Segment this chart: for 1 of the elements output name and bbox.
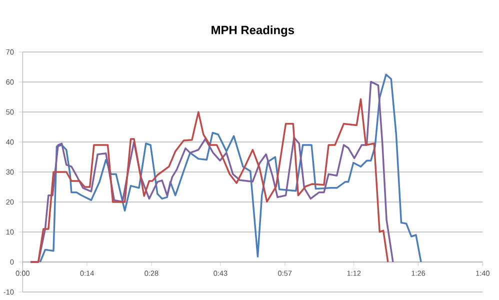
chart-title: MPH Readings — [212, 25, 294, 37]
